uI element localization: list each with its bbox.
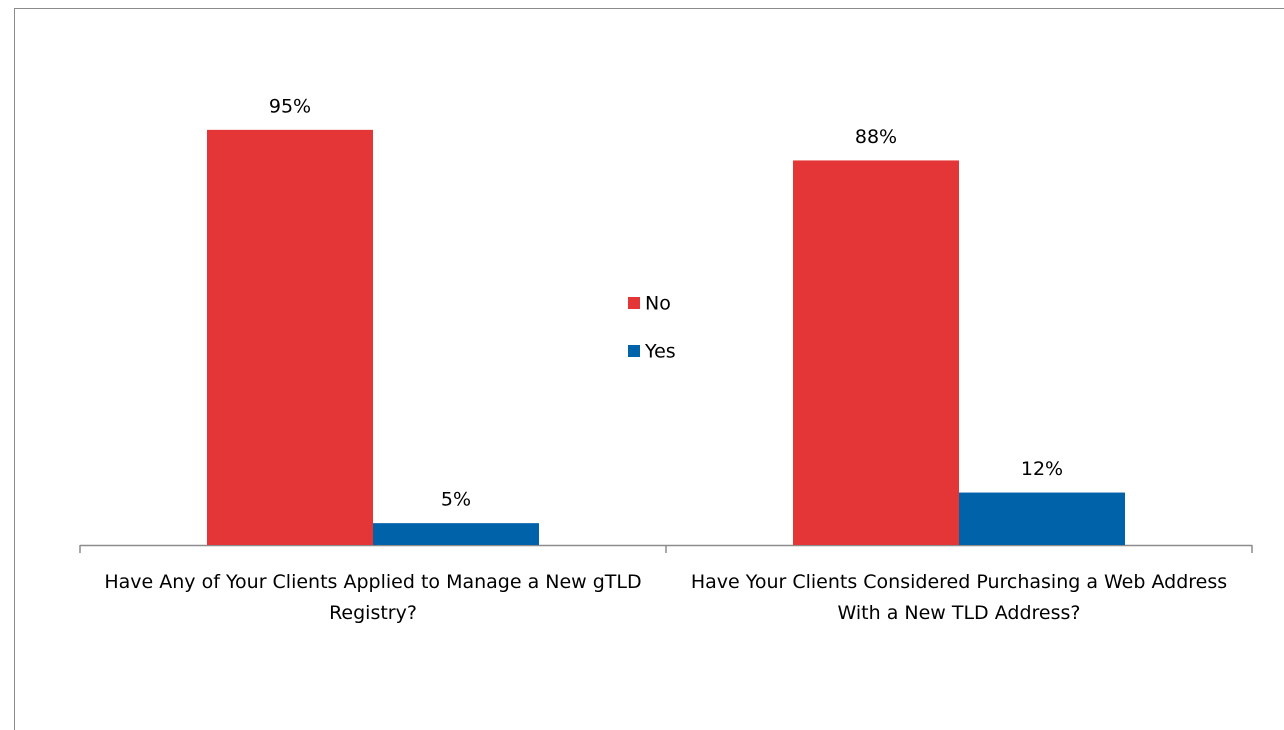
- data-label: 5%: [441, 489, 471, 511]
- legend-swatch: [628, 345, 640, 357]
- bar: [793, 160, 959, 545]
- legend-label: No: [645, 293, 671, 315]
- x-tick-label: Have Any of Your Clients Applied to Mana…: [104, 571, 642, 624]
- data-label: 88%: [855, 126, 897, 148]
- data-label: 95%: [269, 95, 311, 117]
- bar: [959, 492, 1125, 545]
- legend-label: Yes: [644, 341, 676, 363]
- x-tick-label: Have Your Clients Considered Purchasing …: [690, 571, 1228, 624]
- bar: [373, 523, 539, 545]
- legend-swatch: [628, 297, 640, 309]
- bar: [207, 129, 373, 545]
- data-label: 12%: [1021, 458, 1063, 480]
